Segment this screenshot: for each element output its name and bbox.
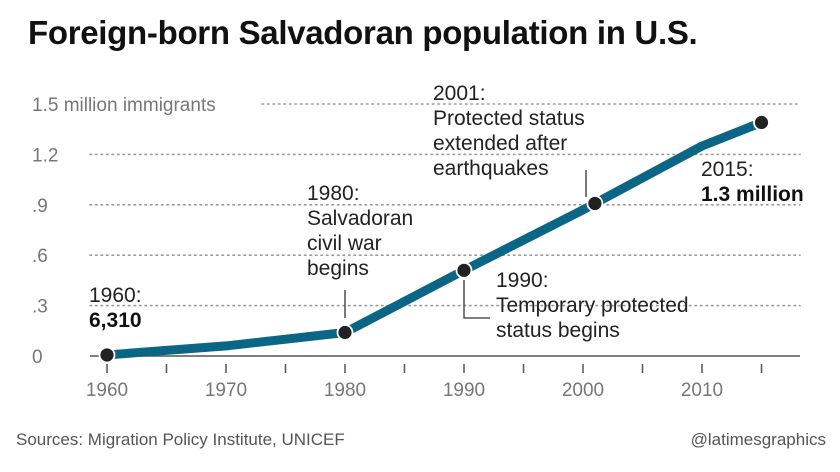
chart-title: Foreign-born Salvadoran population in U.… [28, 14, 698, 51]
labels: 0 .3 .6 .9 1.2 1.5 million immigrants 1960 1970… [32, 82, 804, 401]
annotation-value: 1.3 million [701, 183, 804, 206]
x-tick-label: 1990 [443, 380, 485, 401]
data-point-marker [98, 346, 116, 364]
source-note: Sources: Migration Policy Institute, UNI… [16, 430, 345, 449]
annotation-text: 2001: [433, 82, 486, 105]
credit-note: @latimesgraphics [690, 430, 826, 449]
data-point-marker [753, 114, 770, 131]
y-tick-label: .9 [32, 196, 48, 217]
x-tick-label: 2000 [562, 380, 604, 401]
gridlines [89, 103, 801, 307]
y-tick-label: .6 [32, 246, 48, 267]
annotation-leaders [344, 170, 587, 319]
annotation-text: 2015: [701, 158, 754, 181]
annotation-text: Temporary protected [496, 294, 689, 317]
annotation-text: extended after [433, 132, 567, 155]
x-tick-label: 2010 [681, 380, 723, 401]
y-tick-label: .3 [32, 297, 48, 318]
markers [98, 114, 770, 364]
annotation-value: 6,310 [89, 309, 142, 332]
x-tick-label: 1970 [205, 380, 247, 401]
annotation-text: earthquakes [433, 157, 549, 180]
annotation-text: 1990: [496, 269, 549, 292]
annotation-text: civil war [307, 232, 382, 255]
data-point-marker [336, 324, 354, 341]
data-point-marker [586, 195, 604, 212]
annotation-text: 1980: [307, 182, 360, 205]
axes [90, 355, 800, 373]
y-tick-label: 0 [32, 347, 43, 368]
x-tick-label: 1980 [324, 380, 366, 401]
annotation-text: status begins [496, 319, 620, 342]
x-tick-label: 1960 [86, 380, 128, 401]
annotation-text: Protected status [433, 107, 585, 130]
annotation-text: begins [307, 257, 369, 280]
annotation-leader [463, 280, 490, 319]
data-point-marker [455, 261, 473, 279]
y-tick-label: 1.5 million immigrants [32, 95, 216, 116]
annotation-text: Salvadoran [307, 207, 413, 230]
y-tick-label: 1.2 [32, 145, 58, 166]
annotation-text: 1960: [89, 284, 142, 307]
